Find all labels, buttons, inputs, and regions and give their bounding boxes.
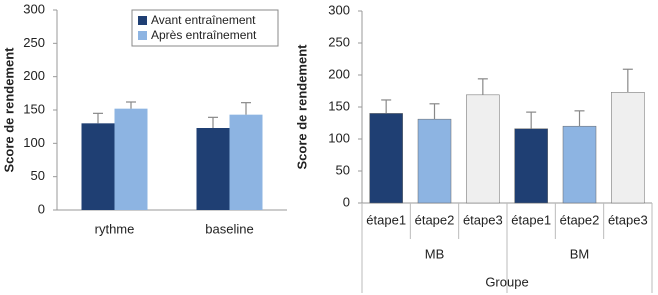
y-tick-label: 150 <box>328 98 350 113</box>
y-tick-label: 300 <box>328 2 350 17</box>
y-tick-label: 50 <box>336 162 350 177</box>
group-label: BM <box>570 246 590 261</box>
y-tick-label: 0 <box>38 201 45 216</box>
bar <box>611 92 645 204</box>
bar <box>369 113 403 204</box>
y-tick-label: 150 <box>23 101 45 116</box>
legend-box <box>131 9 279 47</box>
y-tick-label: 100 <box>23 135 45 150</box>
bar <box>81 123 115 210</box>
x-tick-label: étape2 <box>415 212 455 227</box>
y-tick-label: 50 <box>31 168 45 183</box>
y-axis-label: Score de rendement <box>1 47 16 173</box>
bar <box>466 94 500 204</box>
legend-swatch <box>138 31 147 40</box>
y-tick-label: 250 <box>328 34 350 49</box>
y-tick-label: 200 <box>23 68 45 83</box>
legend-label: Avant entraînement <box>151 13 256 27</box>
legend-label: Après entraînement <box>151 28 257 42</box>
y-tick-label: 0 <box>343 194 350 209</box>
x-tick-label: étape1 <box>511 212 551 227</box>
y-tick-label: 300 <box>23 1 45 16</box>
bar <box>417 118 452 204</box>
bar <box>562 125 597 204</box>
bar <box>196 128 230 210</box>
x-tick-label: étape3 <box>463 212 503 227</box>
bar <box>229 114 263 210</box>
y-tick-label: 200 <box>328 66 350 81</box>
bar <box>514 128 548 204</box>
y-axis-label: Score de rendement <box>294 44 309 170</box>
x-tick-label: étape1 <box>366 212 406 227</box>
x-tick-label: baseline <box>205 221 253 236</box>
x-axis-label: Groupe <box>485 274 528 289</box>
x-tick-label: étape3 <box>608 212 648 227</box>
group-label: MB <box>425 246 445 261</box>
x-tick-label: rythme <box>95 221 135 236</box>
x-tick-label: étape2 <box>560 212 600 227</box>
y-tick-label: 250 <box>23 35 45 50</box>
bar <box>114 108 148 210</box>
legend-swatch <box>138 16 147 25</box>
y-tick-label: 100 <box>328 130 350 145</box>
